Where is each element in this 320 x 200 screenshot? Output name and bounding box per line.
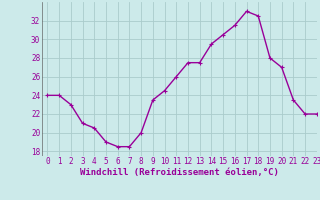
X-axis label: Windchill (Refroidissement éolien,°C): Windchill (Refroidissement éolien,°C) (80, 168, 279, 177)
